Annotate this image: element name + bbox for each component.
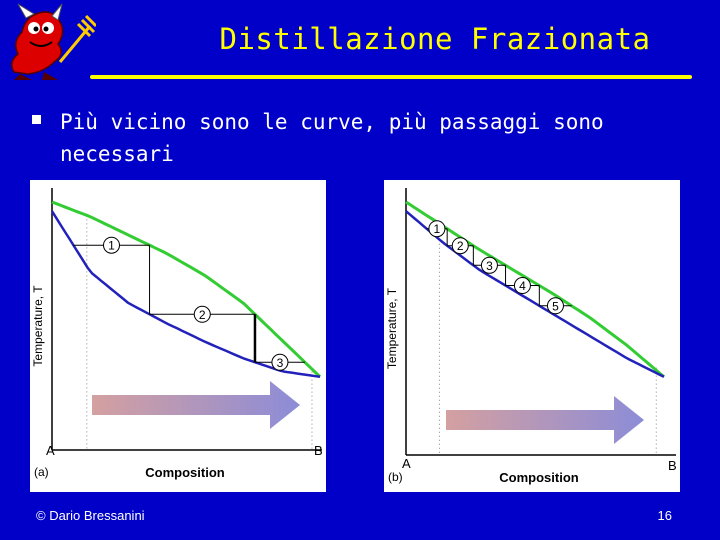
step-marker [271, 353, 289, 371]
step-label: 5 [552, 299, 559, 313]
direction-arrow [92, 381, 300, 429]
y-axis-label: Temperature, T [31, 285, 45, 367]
chart-a: 1 2 3 Temperature, T A B Composition (a) [31, 188, 323, 480]
page-number: 16 [657, 508, 672, 523]
vapor-curve [405, 200, 665, 378]
chart-panel-a: 1 2 3 Temperature, T A B Composition (a) [30, 180, 326, 492]
x-tick-label-b: B [668, 458, 677, 473]
footer-copyright: © Dario Bressanini [36, 508, 145, 523]
step-label: 4 [519, 279, 526, 293]
vapor-curve [51, 200, 322, 378]
x-tick-label-a: A [402, 456, 411, 471]
slide-title: Distillazione Frazionata [219, 22, 651, 56]
step-marker [513, 277, 531, 295]
step-label: 2 [199, 308, 206, 322]
x-tick-label-b: B [314, 443, 323, 458]
chart-panel-b: 1 2 3 4 5 Temperature, T A B Composition (b) [384, 180, 680, 492]
step-marker [193, 305, 211, 323]
step-marker [546, 297, 564, 315]
y-axis-label: Temperature, T [385, 287, 399, 369]
step-label: 1 [108, 239, 115, 253]
direction-arrow [446, 396, 644, 444]
bullet-text: Più vicino sono le curve, più passaggi s… [60, 110, 604, 166]
panel-label: (a) [34, 465, 49, 479]
chart-b: 1 2 3 4 5 Temperature, T A B Composition (b) [385, 188, 677, 485]
step-marker [480, 256, 498, 274]
bullet-square-icon [32, 115, 41, 124]
step-marker [102, 236, 120, 254]
title-underline [90, 75, 692, 79]
liquid-curve [50, 210, 321, 379]
x-axis-label: Composition [499, 470, 578, 485]
x-axis-label: Composition [145, 465, 224, 480]
liquid-curve [405, 210, 665, 378]
panel-label: (b) [388, 470, 403, 484]
step-label: 3 [277, 356, 284, 370]
bsd-daemon-logo [11, 3, 96, 80]
step-label: 2 [457, 239, 464, 253]
step-label: 3 [486, 259, 493, 273]
step-marker [451, 237, 469, 255]
step-label: 1 [434, 222, 441, 236]
step-marker [428, 220, 446, 238]
x-tick-label-a: A [46, 443, 55, 458]
